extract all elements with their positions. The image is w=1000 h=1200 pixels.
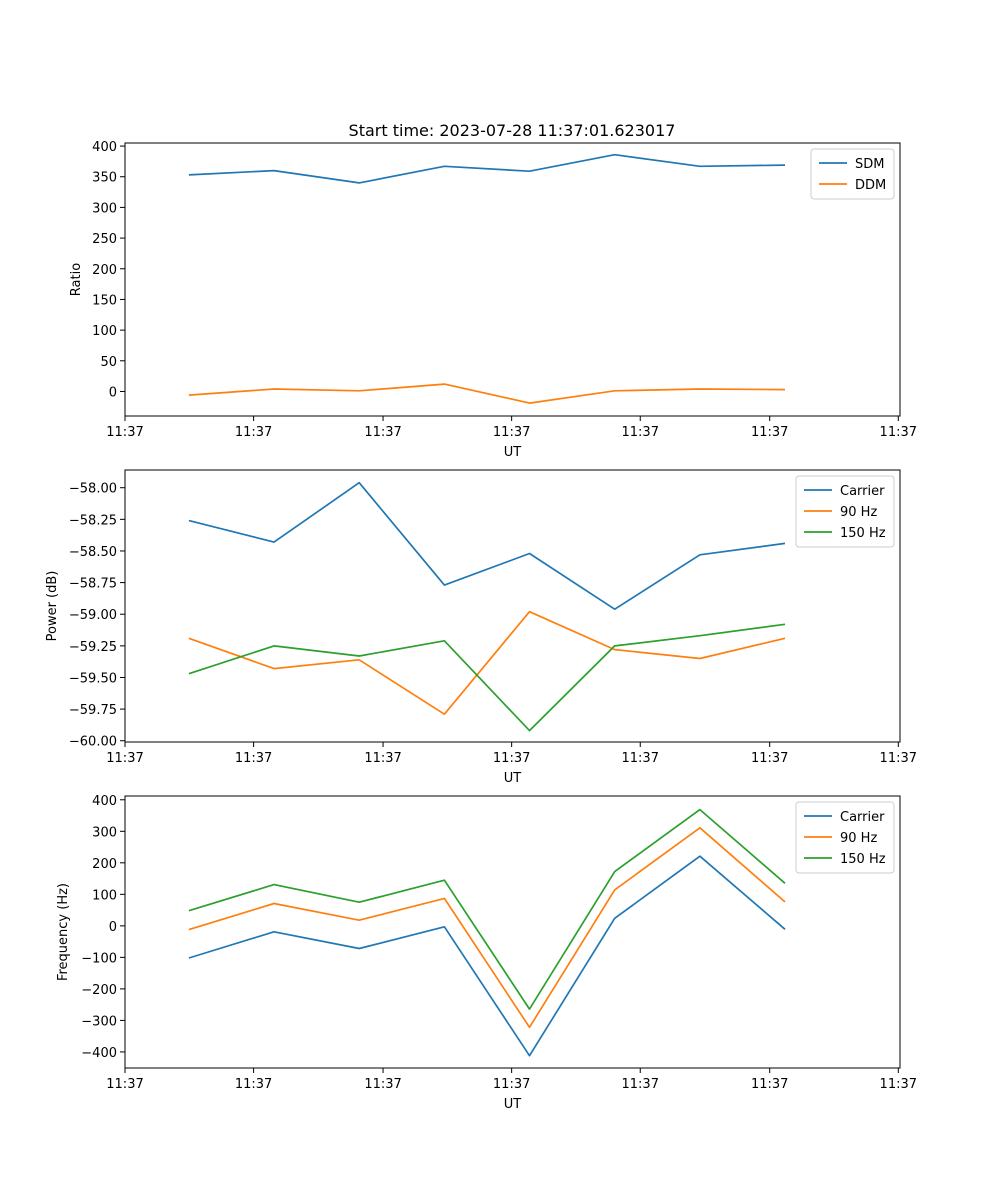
x-tick-label-3: 11:37 <box>364 425 401 440</box>
panel-3: 11:37 11:37 11:37 11:37 11:37 11:37 11:37 −400 −… <box>56 794 917 1112</box>
x-tick-label-5: 11:37 <box>622 751 659 766</box>
axes-frame <box>124 469 901 743</box>
legend-box <box>795 475 895 548</box>
y-tick-label-5: 200 <box>92 263 117 278</box>
y-tick-label-7: −58.50 <box>69 545 117 560</box>
x-axis-label: UT <box>504 771 522 786</box>
y-tick-label-9: 400 <box>92 140 117 155</box>
y-tick-label-9: 400 <box>92 794 117 809</box>
x-tick-label-5: 11:37 <box>622 1077 659 1092</box>
x-tick-label-4: 11:37 <box>493 1077 530 1092</box>
x-tick-label-1: 11:37 <box>106 1077 143 1092</box>
legend-label-carrier: Carrier <box>840 484 885 499</box>
legend-label-90-hz: 90 Hz <box>840 505 877 520</box>
legend: SDM DDM <box>810 148 895 200</box>
x-tick-label-1: 11:37 <box>106 425 143 440</box>
legend-box <box>795 801 895 874</box>
x-tick-label-7: 11:37 <box>880 751 917 766</box>
x-tick-label-7: 11:37 <box>880 425 917 440</box>
panel-1: 11:37 11:37 11:37 11:37 11:37 11:37 11:37 0 50 10… <box>69 140 917 460</box>
x-tick-label-2: 11:37 <box>235 751 272 766</box>
x-tick-label-7: 11:37 <box>880 1077 917 1092</box>
series-line-ddm <box>188 383 786 404</box>
y-tick-label-8: 300 <box>92 825 117 840</box>
y-tick-label-7: 200 <box>92 857 117 872</box>
legend-box <box>810 148 895 200</box>
x-tick-label-6: 11:37 <box>751 425 788 440</box>
y-axis-label: Power (dB) <box>45 571 60 642</box>
x-tick-label-3: 11:37 <box>364 1077 401 1092</box>
legend: Carrier 90 Hz 150 Hz <box>795 801 895 874</box>
series-line-carrier <box>188 481 786 611</box>
x-tick-label-2: 11:37 <box>235 1077 272 1092</box>
series-line-sdm <box>188 153 786 184</box>
figure-title: Start time: 2023-07-28 11:37:01.623017 <box>349 121 676 140</box>
legend: Carrier 90 Hz 150 Hz <box>795 475 895 548</box>
y-tick-label-3: 100 <box>92 324 117 339</box>
legend-label-sdm: SDM <box>855 157 884 172</box>
y-tick-label-1: −60.00 <box>69 735 117 750</box>
y-axis-label: Ratio <box>69 263 84 296</box>
y-tick-label-8: −58.25 <box>69 513 117 528</box>
legend-label-carrier: Carrier <box>840 810 885 825</box>
x-tick-label-4: 11:37 <box>493 425 530 440</box>
y-tick-label-5: 0 <box>109 920 117 935</box>
legend-label-150-hz: 150 Hz <box>840 526 886 541</box>
x-tick-label-3: 11:37 <box>364 751 401 766</box>
axes-frame <box>124 142 901 417</box>
y-tick-label-9: −58.00 <box>69 482 117 497</box>
x-axis-label: UT <box>504 445 522 460</box>
y-tick-label-6: 250 <box>92 232 117 247</box>
series-line-150-hz <box>188 623 786 732</box>
panel-2: 11:37 11:37 11:37 11:37 11:37 11:37 11:37−60.0… <box>45 469 917 786</box>
series-line-150-hz <box>188 808 786 1010</box>
y-tick-label-1: 0 <box>109 385 117 400</box>
x-axis-label: UT <box>504 1097 522 1112</box>
y-tick-label-2: 50 <box>100 355 117 370</box>
y-tick-label-3: −200 <box>81 983 117 998</box>
y-tick-label-8: 350 <box>92 171 117 186</box>
y-tick-label-1: −400 <box>81 1046 117 1061</box>
y-tick-label-4: −59.25 <box>69 640 117 655</box>
y-tick-label-5: −59.00 <box>69 608 117 623</box>
x-tick-label-6: 11:37 <box>751 751 788 766</box>
y-tick-label-4: 150 <box>92 293 117 308</box>
y-tick-label-2: −59.75 <box>69 703 117 718</box>
y-axis-label: Frequency (Hz) <box>56 883 71 981</box>
series-line-90-hz <box>188 826 786 1029</box>
x-tick-label-6: 11:37 <box>751 1077 788 1092</box>
legend-label-ddm: DDM <box>855 178 886 193</box>
y-tick-label-6: −58.75 <box>69 577 117 592</box>
x-tick-label-1: 11:37 <box>106 751 143 766</box>
y-tick-label-2: −300 <box>81 1014 117 1029</box>
y-tick-label-7: 300 <box>92 201 117 216</box>
y-tick-label-6: 100 <box>92 888 117 903</box>
x-tick-label-5: 11:37 <box>622 425 659 440</box>
series-line-carrier <box>188 855 786 1057</box>
x-tick-label-2: 11:37 <box>235 425 272 440</box>
legend-label-90-hz: 90 Hz <box>840 831 877 846</box>
panels: 11:37 11:37 11:37 11:37 11:37 11:37 11:37 0 50 10… <box>45 140 917 1112</box>
x-tick-label-4: 11:37 <box>493 751 530 766</box>
y-tick-label-3: −59.50 <box>69 671 117 686</box>
series-line-90-hz <box>188 610 786 716</box>
legend-label-150-hz: 150 Hz <box>840 852 886 867</box>
axes-frame <box>124 795 901 1069</box>
y-tick-label-4: −100 <box>81 951 117 966</box>
